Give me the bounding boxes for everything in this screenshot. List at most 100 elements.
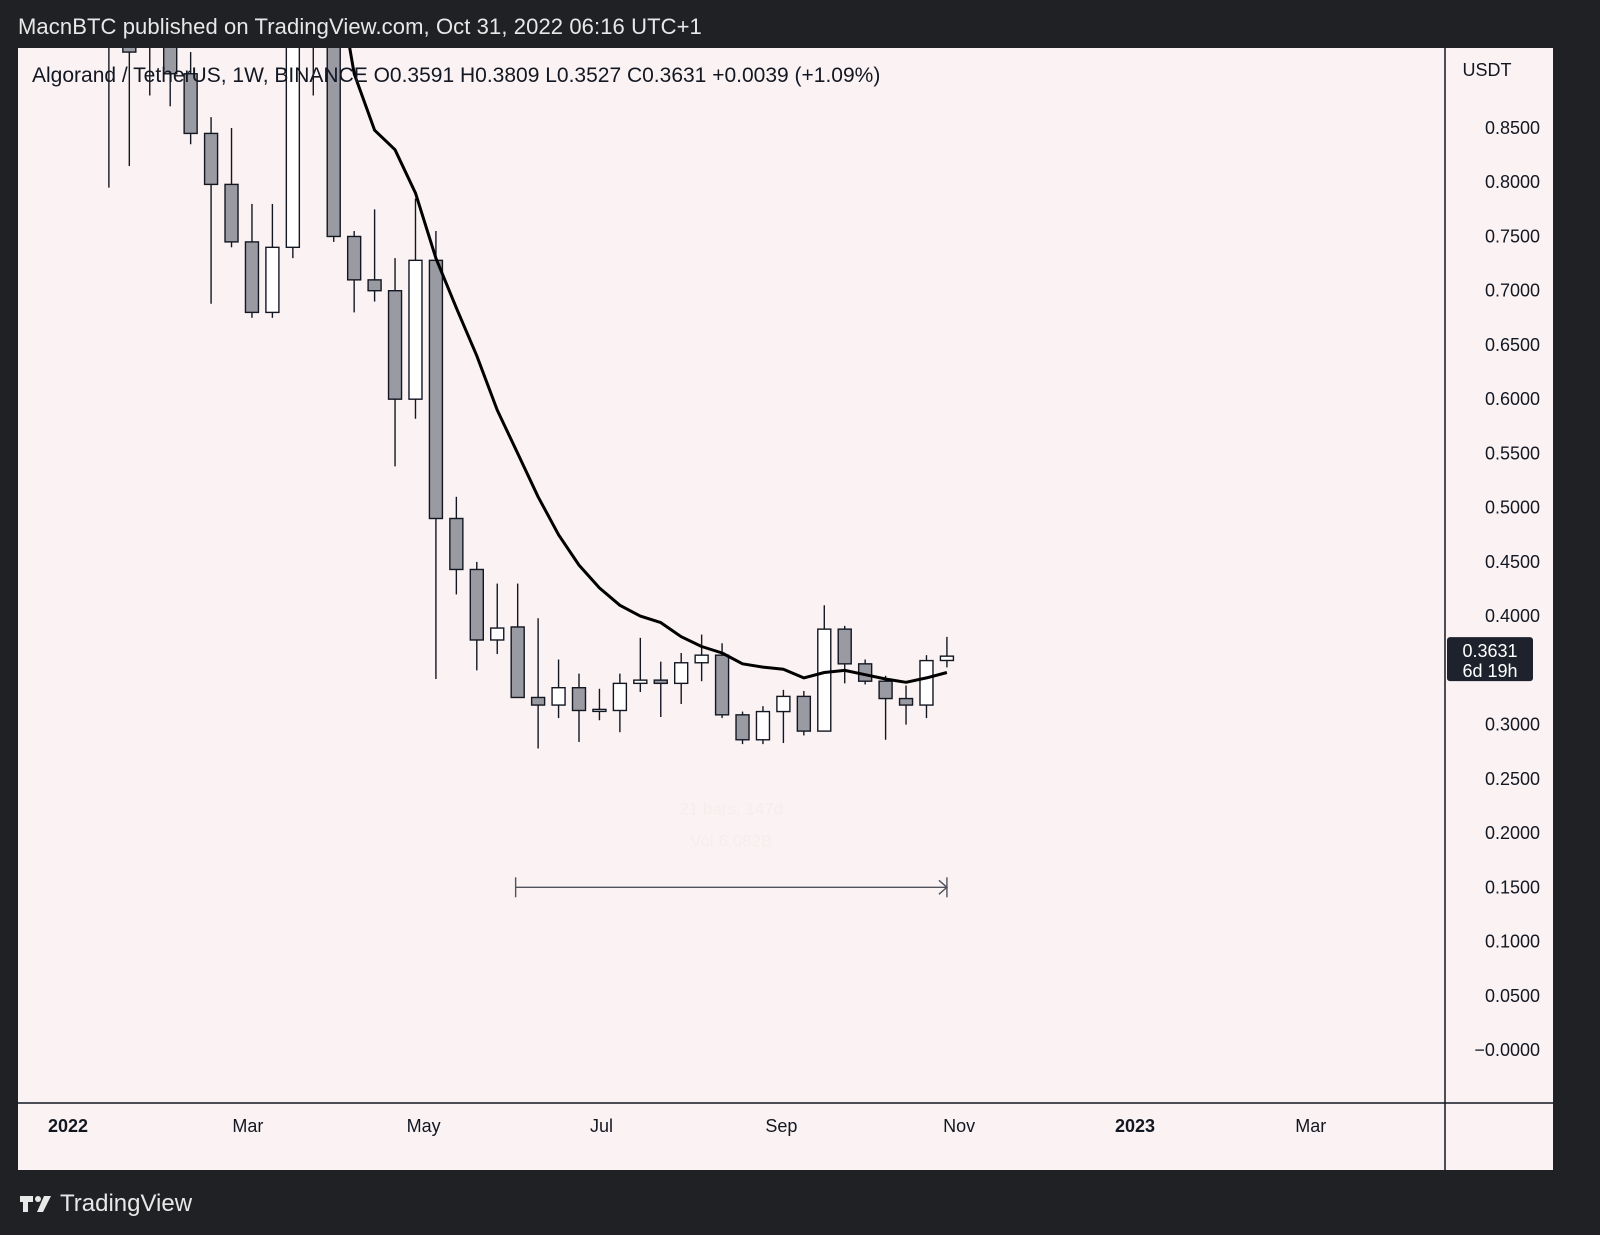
candle-body-bear — [530, 696, 546, 706]
candle — [346, 231, 362, 313]
range-measure-vol-text: Vol 6.082B — [690, 831, 772, 850]
candle — [510, 583, 525, 699]
price-axis-tick-label: 0.2500 — [1485, 769, 1540, 789]
candle-body-bear — [346, 235, 362, 281]
candle-body-bear — [653, 679, 668, 685]
range-measure-bars-text: 21 bars, 147d — [679, 799, 783, 818]
candle — [674, 652, 689, 704]
candle-body-bear — [428, 259, 444, 520]
candle — [408, 198, 423, 419]
candle — [857, 659, 873, 685]
candle — [735, 711, 750, 745]
candle-body-bull — [776, 695, 791, 713]
candles-layer — [108, 48, 955, 749]
candle — [108, 48, 110, 188]
candle — [612, 673, 628, 733]
candle-body-bull — [633, 679, 648, 685]
candle-body-bull — [674, 662, 689, 685]
price-axis-tick-label: 0.7500 — [1485, 226, 1540, 246]
candle — [837, 625, 852, 684]
candle — [592, 688, 607, 721]
price-axis-unit: USDT — [1463, 60, 1512, 80]
symbol-legend-text: Algorand / TetherUS, 1W, BINANCE O0.3591… — [32, 64, 880, 87]
candle — [244, 203, 260, 318]
candle-body-bear — [878, 680, 893, 700]
time-axis-label: Sep — [765, 1116, 797, 1136]
tradingview-brand[interactable]: TradingView — [60, 1190, 193, 1217]
candle — [285, 48, 301, 259]
time-axis-label: Mar — [232, 1116, 263, 1136]
price-axis-tick-label: 0.4500 — [1485, 552, 1540, 572]
candle — [714, 643, 730, 719]
candle-body-bear — [735, 714, 750, 741]
candle — [149, 48, 151, 96]
price-axis-tick-label: 0.6000 — [1485, 389, 1540, 409]
bar-countdown: 6d 19h — [1462, 661, 1517, 681]
price-axis-tick-label: 0.4000 — [1485, 606, 1540, 626]
candle — [203, 117, 219, 304]
tradingview-footer: TradingView — [18, 1190, 192, 1218]
candle — [122, 48, 137, 166]
candle — [898, 685, 914, 725]
candle-body-bear — [510, 626, 525, 699]
candle — [776, 689, 791, 744]
price-axis-tick-label: 0.2000 — [1485, 823, 1540, 843]
chart-frame: 21 bars, 147d Vol 6.082B USDT 0.8500 0.8000… — [18, 48, 1553, 1170]
tradingview-logo-icon — [20, 1196, 51, 1212]
candle — [633, 637, 648, 693]
candle-body-bull — [919, 659, 934, 706]
candle-body-bull — [285, 48, 301, 249]
candle — [387, 258, 403, 467]
symbol-legend: Algorand / TetherUS, 1W, BINANCE O0.3591… — [32, 64, 880, 87]
candle — [796, 690, 812, 736]
candle — [469, 561, 484, 671]
candle-body-bull — [612, 682, 628, 712]
last-price-box — [1447, 637, 1533, 682]
candle-body-bull — [592, 708, 607, 713]
last-price-value: 0.3631 — [1462, 641, 1517, 661]
candle-body-bull — [817, 628, 832, 732]
price-axis-tick-label: 0.5500 — [1485, 443, 1540, 463]
price-axis-tick-label: 0.1000 — [1485, 932, 1540, 952]
candle — [755, 706, 771, 745]
candle-body-bear — [244, 241, 260, 314]
time-axis-label: 2022 — [48, 1116, 88, 1136]
candle — [490, 583, 505, 655]
candle-body-bear — [837, 628, 852, 665]
candlestick-chart[interactable]: 21 bars, 147d Vol 6.082B USDT 0.8500 0.8000… — [18, 48, 1553, 1170]
candle-body-bull — [939, 655, 955, 662]
candle-body-bear — [367, 279, 382, 292]
candle-body-bear — [796, 695, 812, 732]
candle-body-bear — [898, 697, 914, 706]
candle — [571, 673, 587, 742]
candle-body-bear — [162, 48, 178, 75]
moving-average-line — [348, 48, 948, 684]
candle — [817, 605, 832, 732]
moving-average-layer — [348, 48, 948, 684]
publish-header: MacnBTC published on TradingView.com, Oc… — [18, 14, 702, 39]
candle — [183, 52, 198, 145]
candle-body-bear — [714, 654, 730, 716]
candle — [224, 128, 239, 248]
candle — [878, 675, 893, 740]
candle — [428, 231, 444, 680]
candle — [919, 655, 934, 719]
candle — [312, 48, 314, 96]
candle — [653, 661, 668, 717]
candle-body-bear — [203, 132, 219, 186]
time-axis: 2022 Mar May Jul Sep Nov 2023 Mar — [48, 1116, 1326, 1136]
time-axis-label: May — [407, 1116, 441, 1136]
candle-body-bear — [122, 48, 137, 53]
candle-body-bull — [694, 654, 709, 664]
price-axis-tick-label: 0.8500 — [1485, 118, 1540, 138]
candle-body-bear — [224, 183, 239, 243]
price-axis-tick-label: 0.1500 — [1485, 877, 1540, 897]
candle — [551, 659, 566, 719]
price-axis-tick-label: 0.8000 — [1485, 172, 1540, 192]
candle — [265, 203, 280, 318]
candle-body-bull — [265, 246, 280, 314]
candle — [939, 636, 955, 668]
time-axis-label: Mar — [1295, 1116, 1326, 1136]
price-axis-tick-label: −0.0000 — [1474, 1040, 1540, 1060]
